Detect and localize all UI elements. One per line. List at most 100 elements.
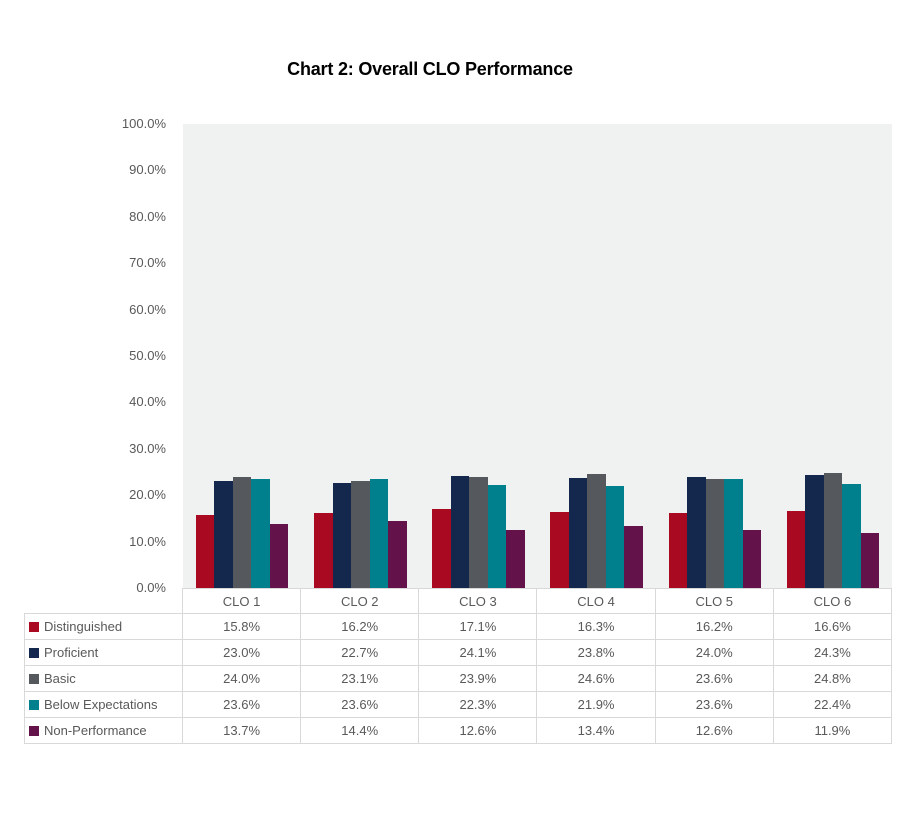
chart-title: Chart 2: Overall CLO Performance xyxy=(287,59,573,79)
table-value-non-performance-clo-6: 11.9% xyxy=(773,718,892,744)
table-value-distinguished-clo-5: 16.2% xyxy=(655,614,774,640)
legend-item-non-performance: Non-Performance xyxy=(24,718,183,744)
legend-swatch-below-expectations xyxy=(29,699,39,710)
table-value-below-expectations-clo-4: 21.9% xyxy=(537,692,656,718)
legend-item-below-expectations: Below Expectations xyxy=(24,692,183,718)
legend-item-proficient: Proficient xyxy=(24,640,183,666)
y-axis-label-60-0: 60.0% xyxy=(129,301,166,317)
data-table: CLO 1 CLO 2 CLO 3 CLO 4 CLO 5 CLO 6 Distinguis… xyxy=(24,588,892,744)
table-value-proficient-clo-5: 24.0% xyxy=(655,640,774,666)
table-value-below-expectations-clo-1: 23.6% xyxy=(183,692,302,718)
legend-swatch-basic xyxy=(29,673,39,684)
legend-item-distinguished: Distinguished xyxy=(24,614,183,640)
legend-label-distinguished: Distinguished xyxy=(44,619,123,634)
table-value-below-expectations-clo-2: 23.6% xyxy=(301,692,420,718)
table-value-proficient-clo-3: 24.1% xyxy=(419,640,538,666)
legend-swatch-non-performance xyxy=(29,725,39,736)
bar-proficient-clo-4 xyxy=(568,477,588,588)
bar-basic-clo-2 xyxy=(351,480,370,588)
table-value-proficient-clo-2: 22.7% xyxy=(301,640,420,666)
bar-proficient-clo-6 xyxy=(805,475,824,588)
bar-distinguished-clo-6 xyxy=(786,511,806,588)
table-corner-cell xyxy=(24,588,183,614)
table-value-below-expectations-clo-5: 23.6% xyxy=(655,692,774,718)
y-axis: 100.0% 90.0% 80.0% 70.0% 60.0% 50.0% 40.0% 30.0… xyxy=(0,0,166,813)
bar-proficient-clo-3 xyxy=(450,476,470,588)
table-value-non-performance-clo-4: 13.4% xyxy=(537,718,656,744)
bar-group-clo-2 xyxy=(301,124,419,588)
table-value-basic-clo-2: 23.1% xyxy=(301,666,420,692)
bar-non-performance-clo-4 xyxy=(624,525,643,588)
y-axis-label-50-0: 50.0% xyxy=(129,348,166,363)
bar-group-clo-1 xyxy=(183,124,301,588)
bar-basic-clo-6 xyxy=(823,472,843,588)
table-value-distinguished-clo-1: 15.8% xyxy=(183,614,302,640)
table-value-basic-clo-6: 24.8% xyxy=(773,666,892,692)
bar-proficient-clo-5 xyxy=(687,476,706,588)
bar-non-performance-clo-6 xyxy=(860,532,880,588)
bar-distinguished-clo-5 xyxy=(668,512,688,588)
bar-basic-clo-3 xyxy=(469,477,488,588)
legend-label-below-expectations: Below Expectations xyxy=(44,697,158,712)
table-value-below-expectations-clo-3: 22.3% xyxy=(419,692,538,718)
bar-distinguished-clo-4 xyxy=(550,512,569,588)
bar-below-expectations-clo-4 xyxy=(605,486,625,588)
table-value-basic-clo-5: 23.6% xyxy=(655,666,774,692)
legend-item-basic: Basic xyxy=(24,666,183,692)
y-axis-label-70-0: 70.0% xyxy=(129,255,166,271)
legend-swatch-proficient xyxy=(29,647,39,658)
y-axis-label-100-0: 100.0% xyxy=(121,116,166,131)
legend-swatch-distinguished xyxy=(29,621,39,632)
bar-basic-clo-4 xyxy=(587,473,606,588)
table-value-basic-clo-3: 23.9% xyxy=(419,666,538,692)
bar-below-expectations-clo-1 xyxy=(251,478,270,588)
table-value-non-performance-clo-2: 14.4% xyxy=(301,718,420,744)
y-axis-label-40-0: 40.0% xyxy=(129,394,166,410)
bar-group-clo-6 xyxy=(774,124,892,588)
bar-below-expectations-clo-3 xyxy=(487,484,507,588)
table-header-clo-4: CLO 4 xyxy=(537,588,656,614)
table-value-distinguished-clo-4: 16.3% xyxy=(537,614,656,640)
bar-non-performance-clo-5 xyxy=(742,529,762,588)
table-value-non-performance-clo-1: 13.7% xyxy=(183,718,302,744)
bar-non-performance-clo-3 xyxy=(506,529,525,588)
table-value-distinguished-clo-6: 16.6% xyxy=(773,614,892,640)
bar-below-expectations-clo-6 xyxy=(842,484,861,588)
table-value-non-performance-clo-3: 12.6% xyxy=(419,718,538,744)
table-header-clo-3: CLO 3 xyxy=(419,588,538,614)
plot-area xyxy=(183,124,892,588)
table-value-proficient-clo-4: 23.8% xyxy=(537,640,656,666)
table-header-clo-6: CLO 6 xyxy=(773,588,892,614)
bar-group-clo-5 xyxy=(656,124,774,588)
bar-non-performance-clo-2 xyxy=(388,521,407,588)
table-value-basic-clo-1: 24.0% xyxy=(183,666,302,692)
bar-proficient-clo-2 xyxy=(332,482,351,588)
y-axis-label-30-0: 30.0% xyxy=(129,440,166,456)
bar-non-performance-clo-1 xyxy=(269,524,289,588)
legend-label-proficient: Proficient xyxy=(44,645,99,660)
y-axis-label-20-0: 20.0% xyxy=(129,487,166,503)
table-value-proficient-clo-1: 23.0% xyxy=(183,640,302,666)
legend-label-basic: Basic xyxy=(44,671,76,686)
table-header-clo-5: CLO 5 xyxy=(655,588,774,614)
y-axis-label-90-0: 90.0% xyxy=(129,162,166,178)
bar-distinguished-clo-1 xyxy=(195,514,215,588)
bar-distinguished-clo-2 xyxy=(314,512,333,588)
bar-distinguished-clo-3 xyxy=(432,508,451,588)
y-axis-label-0-0: 0.0% xyxy=(136,580,166,595)
table-value-below-expectations-clo-6: 22.4% xyxy=(773,692,892,718)
legend-label-non-performance: Non-Performance xyxy=(44,723,147,738)
y-axis-label-10-0: 10.0% xyxy=(129,533,166,549)
table-value-basic-clo-4: 24.6% xyxy=(537,666,656,692)
bar-proficient-clo-1 xyxy=(214,481,233,588)
bar-below-expectations-clo-2 xyxy=(369,478,388,588)
bar-basic-clo-1 xyxy=(232,476,252,588)
bar-group-clo-4 xyxy=(538,124,656,588)
table-header-clo-2: CLO 2 xyxy=(301,588,420,614)
table-value-distinguished-clo-2: 16.2% xyxy=(301,614,420,640)
bar-below-expectations-clo-5 xyxy=(724,478,743,588)
bar-basic-clo-5 xyxy=(705,478,725,588)
table-value-proficient-clo-6: 24.3% xyxy=(773,640,892,666)
table-value-non-performance-clo-5: 12.6% xyxy=(655,718,774,744)
